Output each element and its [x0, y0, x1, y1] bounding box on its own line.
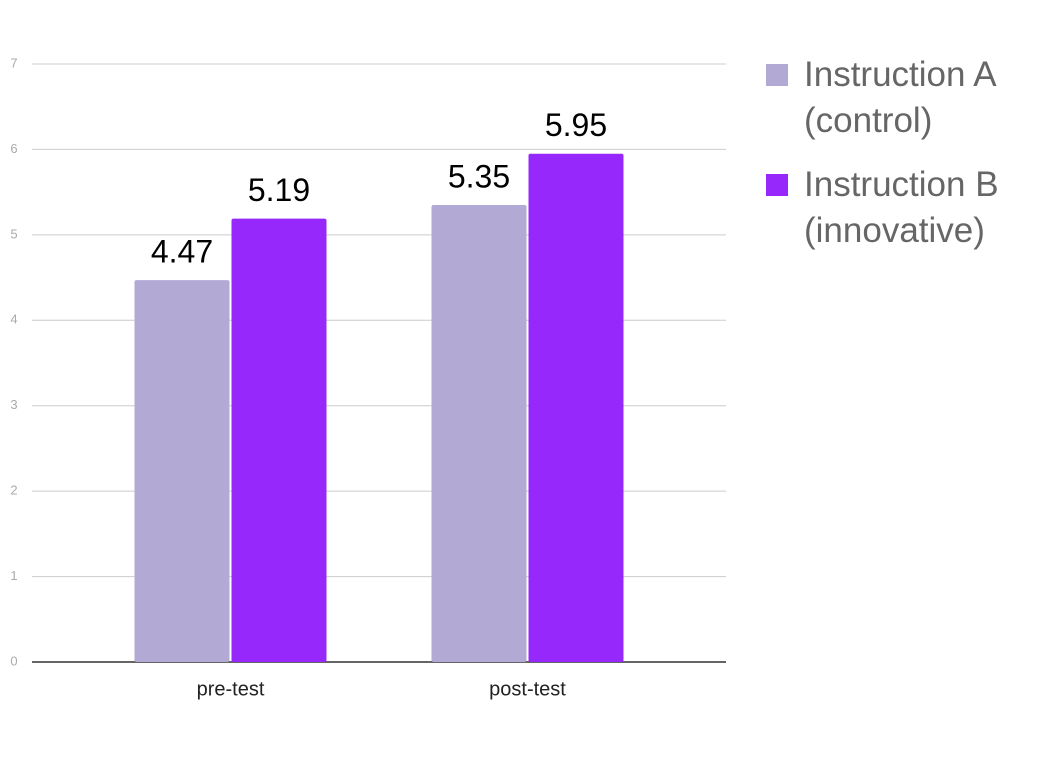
y-tick-label: 1 [10, 568, 17, 583]
legend-label: Instruction B (innovative) [804, 165, 999, 250]
y-tick-label: 2 [10, 483, 17, 498]
value-label: 5.95 [545, 107, 607, 143]
legend-item: Instruction A (control) [766, 52, 1029, 144]
value-label: 5.19 [248, 172, 310, 208]
y-tick-label: 6 [10, 141, 17, 156]
legend-swatch [766, 64, 788, 86]
value-label: 4.47 [151, 234, 213, 270]
y-tick-label: 3 [10, 397, 17, 412]
bar [431, 204, 527, 662]
value-label: 5.35 [448, 158, 510, 194]
legend-label: Instruction A (control) [804, 55, 995, 140]
bar [231, 218, 327, 662]
y-tick-label: 0 [10, 653, 17, 668]
y-tick-label: 5 [10, 226, 17, 241]
x-tick-label: pre-test [197, 678, 265, 700]
legend-item: Instruction B (innovative) [766, 162, 1029, 254]
bar [528, 153, 624, 662]
legend: Instruction A (control) Instruction B (in… [766, 52, 1029, 272]
bar [134, 280, 230, 662]
y-tick-label: 4 [10, 312, 17, 327]
y-tick-label: 7 [10, 55, 17, 70]
legend-swatch [766, 174, 788, 196]
x-tick-label: post-test [489, 678, 566, 700]
